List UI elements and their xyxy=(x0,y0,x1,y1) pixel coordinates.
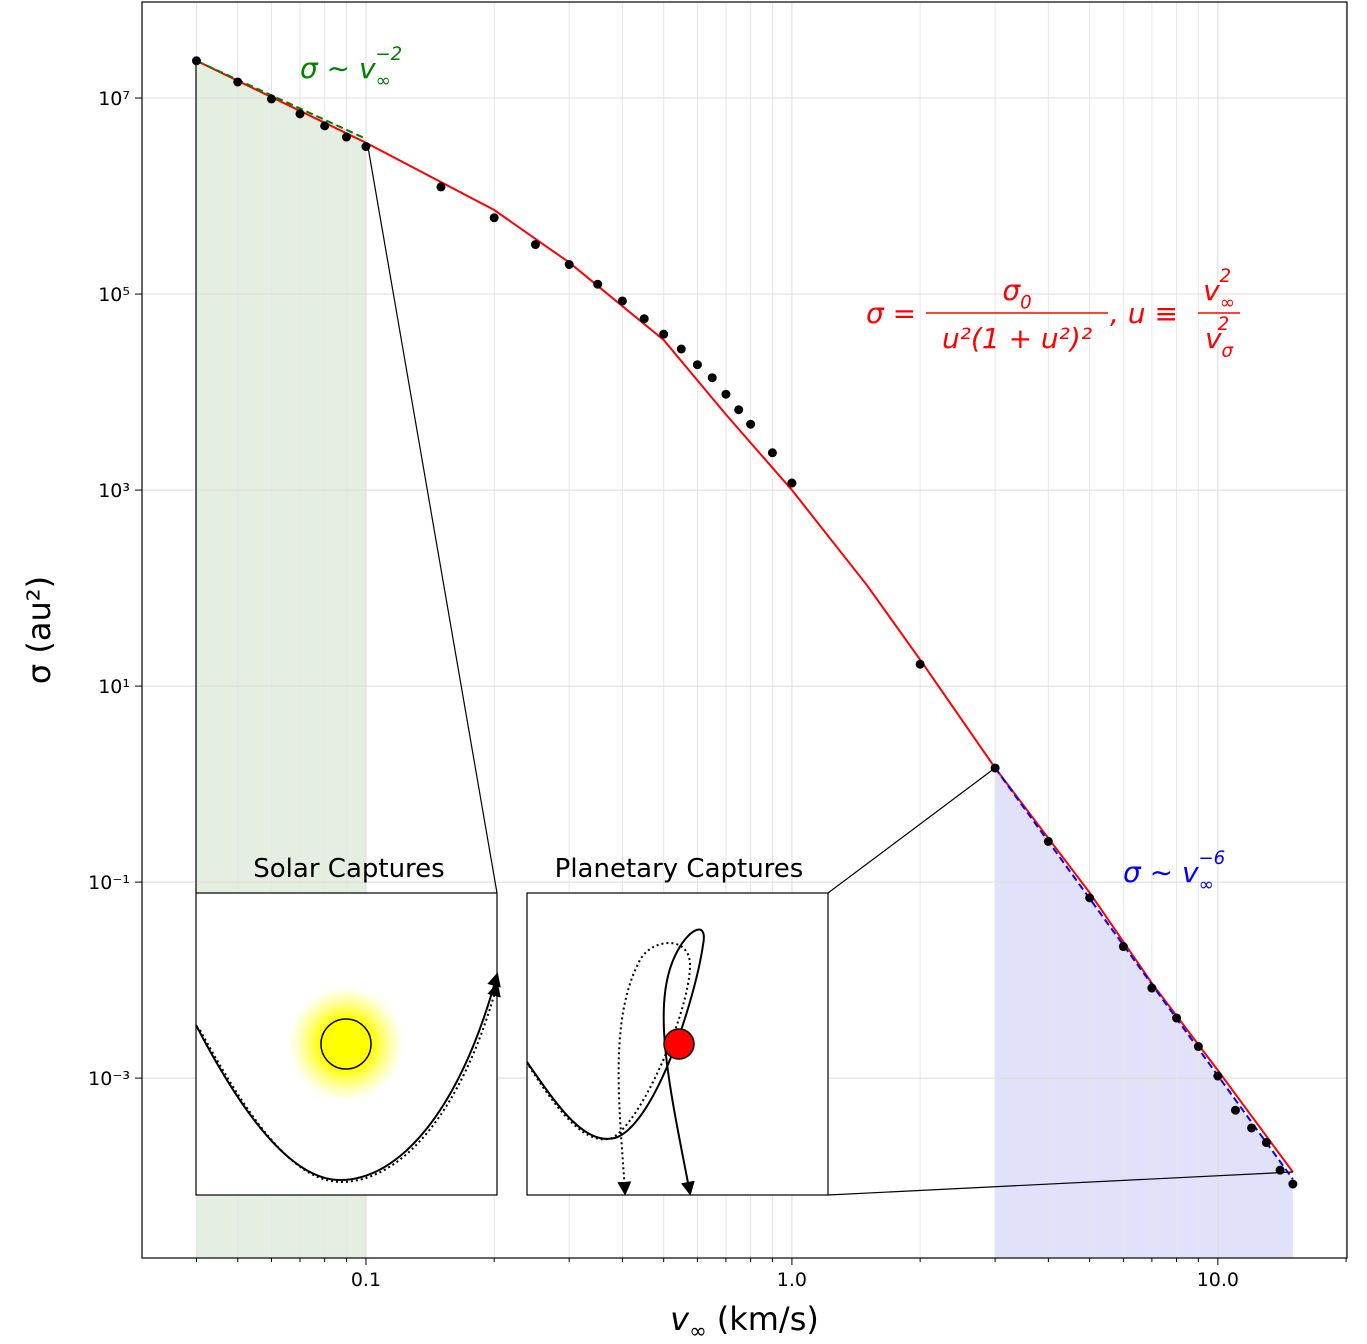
data-point xyxy=(341,132,351,142)
data-point xyxy=(436,182,446,192)
sub: 0 xyxy=(1020,292,1032,313)
math-label: σ0 xyxy=(1002,274,1031,313)
data-point xyxy=(746,419,756,429)
data-point xyxy=(915,659,925,669)
x-axis-label: v∞ (km/s) xyxy=(670,1300,819,1343)
data-point xyxy=(734,405,744,415)
planet xyxy=(663,1028,695,1060)
y-tick-label: 10⁻¹ xyxy=(88,872,130,894)
y-tick-label: 10³ xyxy=(98,480,130,502)
base: σ ∼ v xyxy=(1123,856,1199,889)
math-label: σ ∼ v∞ −2 xyxy=(300,44,402,92)
rest: (km/s) xyxy=(707,1300,819,1338)
sub: ∞ xyxy=(689,1319,707,1343)
data-point xyxy=(1043,836,1053,846)
math-label: vσ 2 xyxy=(1205,314,1234,362)
fit-curve xyxy=(196,59,1294,1173)
y-tick-label: 10¹ xyxy=(98,676,130,698)
math-label: v∞ 2 xyxy=(1203,266,1235,314)
data-point xyxy=(659,329,669,339)
connector xyxy=(827,1171,1294,1196)
data-point xyxy=(295,109,305,119)
data-point xyxy=(676,344,686,354)
formula-text: σ = xyxy=(866,297,916,330)
power-law-line xyxy=(994,767,1294,1180)
trajectory-dotted xyxy=(199,982,501,1184)
data-point xyxy=(1118,942,1128,952)
sub: σ xyxy=(1222,340,1234,361)
y-tick-label: 10⁵ xyxy=(98,284,130,306)
sub: ∞ xyxy=(1199,874,1214,895)
x-tick-label: 10.0 xyxy=(1197,1269,1239,1291)
data-point xyxy=(320,121,330,131)
data-point xyxy=(692,360,702,370)
data-point xyxy=(1085,893,1095,903)
data-layer xyxy=(191,56,1298,1189)
data-point xyxy=(266,94,276,104)
inset-title: Solar Captures xyxy=(253,854,444,884)
sub: ∞ xyxy=(1220,292,1235,313)
data-point xyxy=(489,213,499,223)
data-point xyxy=(1247,1123,1257,1133)
sup: −2 xyxy=(375,44,402,65)
data-point xyxy=(721,389,731,399)
data-point xyxy=(530,240,540,250)
connector xyxy=(367,146,498,894)
axes-frame xyxy=(141,1,1348,1259)
data-point xyxy=(1288,1179,1298,1189)
data-point xyxy=(990,763,1000,773)
data-point xyxy=(1172,1013,1182,1023)
shaded-region xyxy=(995,767,1293,1258)
x-tick-label: 1.0 xyxy=(777,1269,807,1291)
data-point xyxy=(767,448,777,458)
base: σ ∼ v xyxy=(300,52,376,85)
trajectory xyxy=(526,928,705,1196)
data-point xyxy=(564,260,574,270)
data-point xyxy=(191,56,201,66)
base: σ xyxy=(1002,274,1021,307)
x-tick-label: 0.1 xyxy=(351,1269,381,1291)
data-point xyxy=(361,142,371,152)
sub: ∞ xyxy=(376,70,391,91)
formula-text: u²(1 + u²)² xyxy=(942,322,1092,355)
connector xyxy=(827,767,996,894)
formula-text: , u ≡ xyxy=(1110,297,1178,330)
sup: 2 xyxy=(1219,266,1231,287)
base: v xyxy=(1203,274,1220,307)
data-point xyxy=(1213,1071,1223,1081)
trajectory xyxy=(195,972,501,1182)
y-axis-label: σ (au²) xyxy=(20,576,58,684)
math-label: σ ∼ v∞ −6 xyxy=(1123,848,1225,896)
inset-title: Planetary Captures xyxy=(555,854,804,884)
data-point xyxy=(593,279,603,289)
data-point xyxy=(617,296,627,306)
data-point xyxy=(639,314,649,324)
data-point xyxy=(1193,1042,1203,1052)
data-point xyxy=(707,373,717,383)
base: v xyxy=(670,1300,690,1338)
data-point xyxy=(1261,1138,1271,1148)
sun xyxy=(320,1018,372,1070)
data-point xyxy=(1147,983,1157,993)
y-tick-label: 10⁷ xyxy=(98,88,130,110)
sup: 2 xyxy=(1218,314,1230,335)
insets: Solar Captures Planetary Captures xyxy=(195,61,1294,1196)
data-point xyxy=(233,77,243,87)
base: v xyxy=(1205,322,1222,355)
sup: −6 xyxy=(1198,848,1225,869)
data-point xyxy=(1230,1105,1240,1115)
data-point xyxy=(787,478,797,488)
power-law-line xyxy=(196,59,367,140)
y-tick-label: 10⁻³ xyxy=(88,1068,130,1090)
